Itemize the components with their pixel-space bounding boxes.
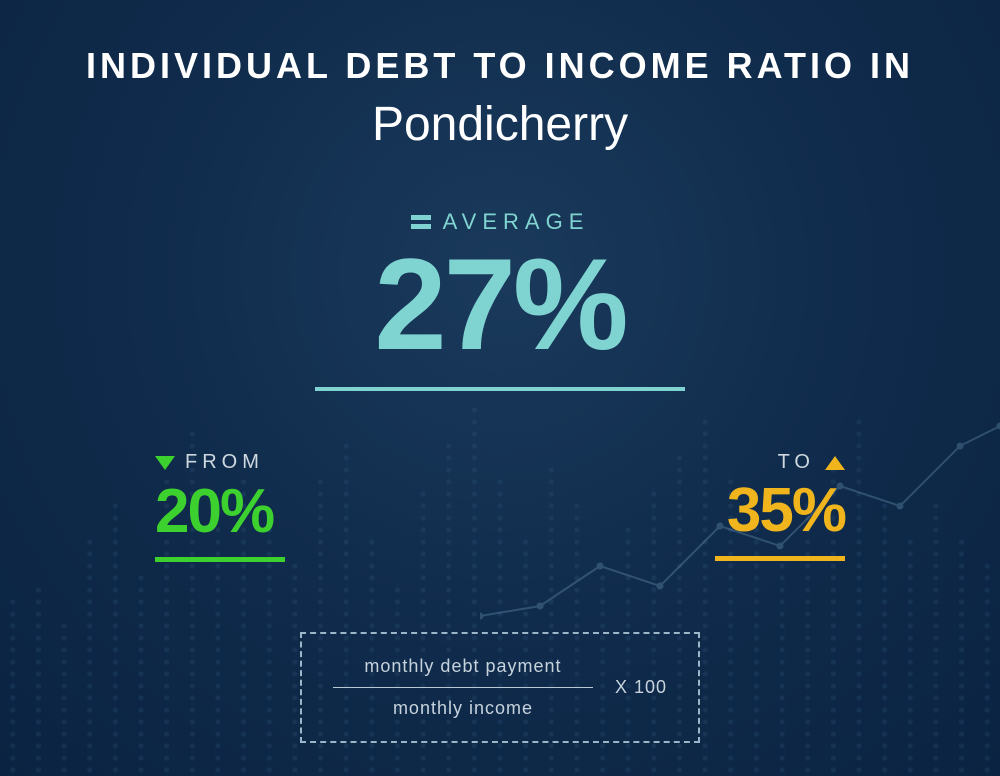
equals-bar-2 [411, 224, 431, 229]
average-underline [315, 387, 685, 391]
equals-bar-1 [411, 215, 431, 220]
title-line1: INDIVIDUAL DEBT TO INCOME RATIO IN [55, 45, 945, 87]
formula-box: monthly debt payment monthly income X 10… [300, 632, 700, 744]
from-label: FROM [185, 451, 264, 474]
formula-fraction-line [333, 687, 593, 689]
to-label-row: TO [778, 451, 845, 474]
formula-fraction: monthly debt payment monthly income [333, 656, 593, 720]
to-underline [715, 556, 845, 561]
triangle-down-icon [155, 456, 175, 470]
formula-multiplier: X 100 [615, 677, 667, 698]
to-value: 35% [715, 480, 845, 542]
formula-numerator: monthly debt payment [364, 656, 561, 677]
from-underline [155, 557, 285, 562]
to-label: TO [778, 451, 815, 474]
from-block: FROM 20% [155, 451, 285, 562]
from-label-row: FROM [155, 451, 264, 474]
average-value: 27% [55, 239, 945, 369]
title-line2: Pondicherry [55, 97, 945, 152]
equals-icon [411, 215, 431, 229]
range-row: FROM 20% TO 35% [55, 451, 945, 562]
from-value: 20% [155, 481, 285, 543]
triangle-up-icon [825, 456, 845, 470]
infographic-canvas: INDIVIDUAL DEBT TO INCOME RATIO IN Pondi… [0, 0, 1000, 776]
formula-denominator: monthly income [393, 698, 533, 719]
content-area: INDIVIDUAL DEBT TO INCOME RATIO IN Pondi… [55, 45, 945, 743]
average-block: AVERAGE 27% [55, 207, 945, 391]
to-block: TO 35% [715, 451, 845, 562]
